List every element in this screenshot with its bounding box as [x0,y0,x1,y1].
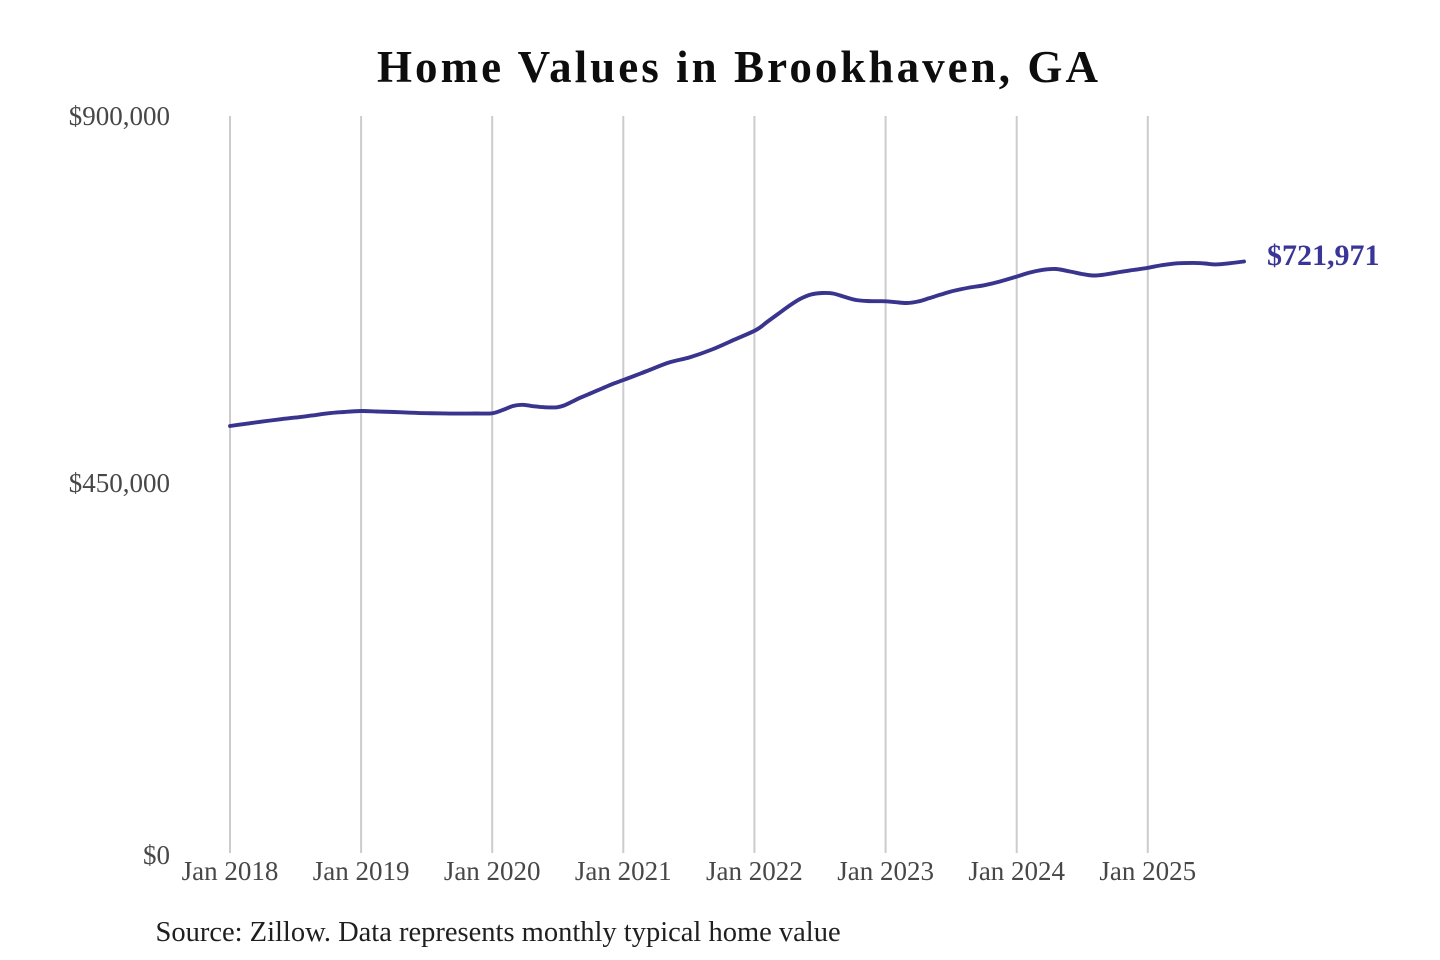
svg-text:Jan 2025: Jan 2025 [1099,856,1196,886]
svg-text:Jan 2020: Jan 2020 [444,856,541,886]
svg-text:Jan 2018: Jan 2018 [182,856,279,886]
svg-text:$450,000: $450,000 [69,468,170,498]
svg-text:Jan 2024: Jan 2024 [968,856,1065,886]
svg-text:Jan 2022: Jan 2022 [706,856,803,886]
svg-text:Jan 2021: Jan 2021 [575,856,672,886]
svg-text:$900,000: $900,000 [69,101,170,131]
svg-text:Home Values in Brookhaven, GA: Home Values in Brookhaven, GA [377,42,1101,92]
svg-text:$0: $0 [143,840,170,870]
svg-text:Jan 2019: Jan 2019 [313,856,410,886]
svg-text:$721,971: $721,971 [1267,239,1380,272]
svg-text:Source: Zillow. Data represent: Source: Zillow. Data represents monthly … [156,917,841,948]
svg-text:Jan 2023: Jan 2023 [837,856,934,886]
